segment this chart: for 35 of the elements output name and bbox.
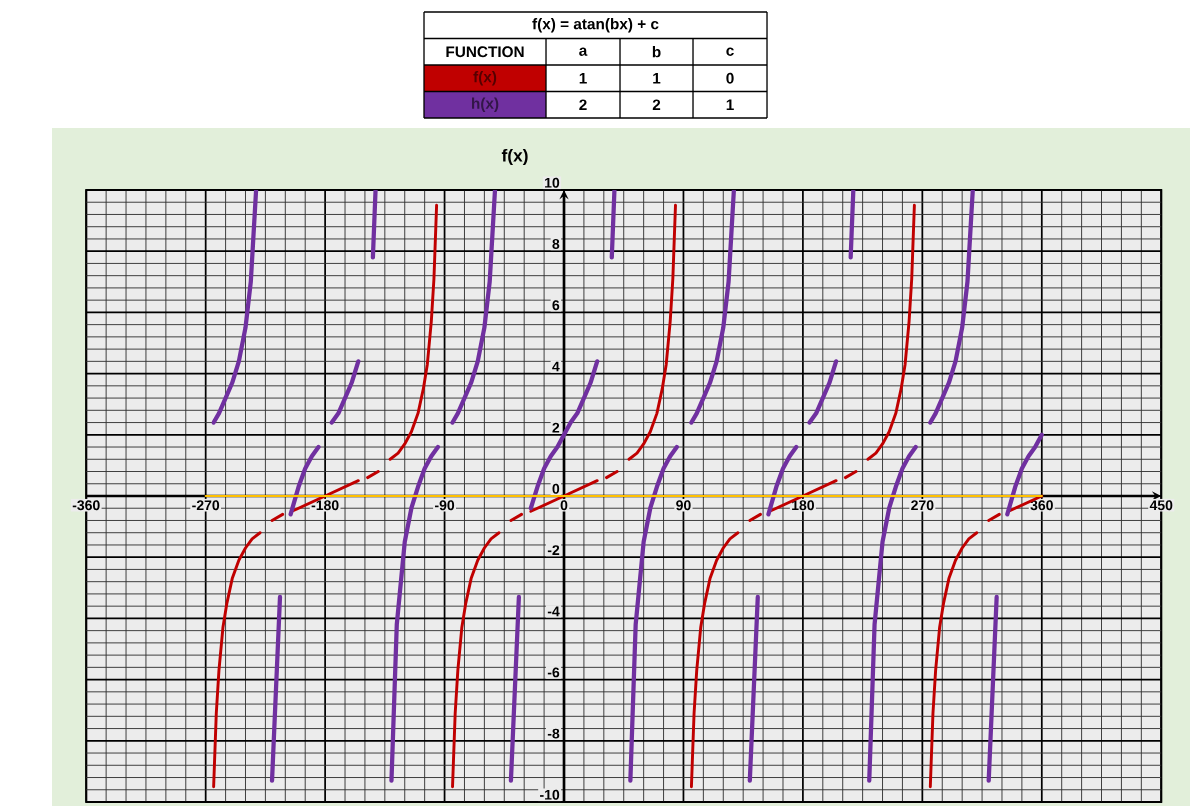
text: h(x) bbox=[472, 97, 499, 112]
text: 1 bbox=[726, 99, 734, 111]
legend-title: f(x) = atan(bx) + c bbox=[532, 18, 659, 33]
y-tick-label: 0 bbox=[552, 483, 560, 494]
y-tick-label: 8 bbox=[552, 239, 560, 249]
text: FUNCTION bbox=[446, 46, 524, 58]
text: f(x) bbox=[473, 71, 497, 86]
x-tick-label: -180 bbox=[311, 500, 339, 511]
y-tick-label: -6 bbox=[547, 667, 560, 678]
text: 0 bbox=[726, 72, 734, 84]
x-tick-label: -90 bbox=[434, 500, 455, 511]
text: 2 bbox=[652, 99, 661, 111]
text: 1 bbox=[579, 72, 587, 84]
text: 2 bbox=[579, 99, 587, 111]
text: a bbox=[579, 47, 588, 56]
x-tick-label: -270 bbox=[192, 500, 220, 511]
y-tick-label: -8 bbox=[547, 728, 560, 739]
x-tick-label: 90 bbox=[676, 500, 691, 511]
x-tick-label: 360 bbox=[1030, 500, 1053, 511]
text: b bbox=[652, 46, 661, 58]
x-tick-label: 450 bbox=[1149, 500, 1173, 511]
x-tick-label: 270 bbox=[911, 500, 934, 511]
y-tick-label: -4 bbox=[547, 606, 560, 617]
text: c bbox=[726, 47, 734, 56]
text: 1 bbox=[653, 72, 661, 84]
x-tick-label: 0 bbox=[560, 500, 568, 511]
x-tick-label: -360 bbox=[72, 500, 100, 511]
y-tick-label: 4 bbox=[552, 361, 560, 372]
y-tick-label: -10 bbox=[540, 789, 560, 800]
x-tick-label: 180 bbox=[792, 500, 814, 511]
y-tick-label: 10 bbox=[545, 177, 560, 188]
y-tick-label: -2 bbox=[547, 545, 560, 555]
y-tick-label: 2 bbox=[552, 422, 560, 433]
chart-title: f(x) bbox=[501, 148, 528, 166]
y-tick-label: 6 bbox=[552, 300, 560, 311]
